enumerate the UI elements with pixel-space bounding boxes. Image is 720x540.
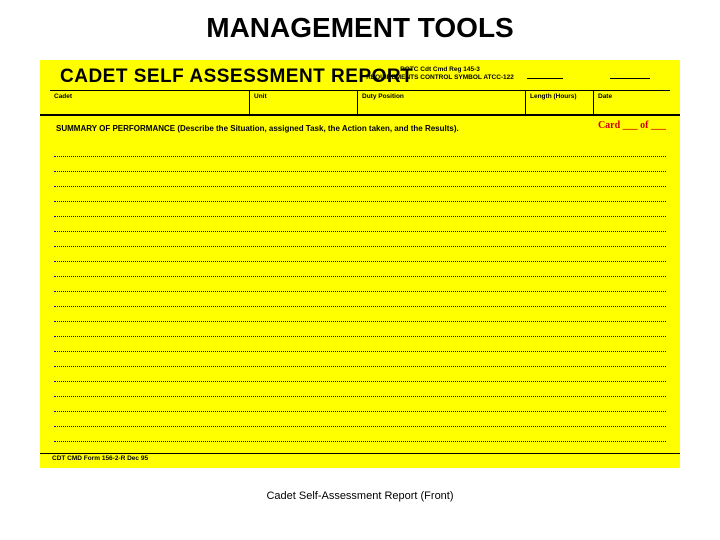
length-underline — [527, 78, 563, 79]
writing-line — [54, 427, 666, 442]
assessment-card: CADET SELF ASSESSMENT REPORT ROTC Cdt Cm… — [40, 60, 680, 468]
field-length: Length (Hours) — [526, 91, 594, 114]
writing-line — [54, 397, 666, 412]
field-unit: Unit — [250, 91, 358, 114]
writing-line — [54, 352, 666, 367]
field-cadet: Cadet — [50, 91, 250, 114]
writing-line — [54, 217, 666, 232]
writing-line — [54, 247, 666, 262]
card-of-label: Card ___ of ___ — [598, 120, 666, 131]
writing-line — [54, 277, 666, 292]
caption: Cadet Self-Assessment Report (Front) — [0, 490, 720, 502]
writing-line — [54, 187, 666, 202]
writing-line — [54, 262, 666, 277]
reg-line-2: REQUIREMENTS CONTROL SYMBOL ATCC-122 — [360, 74, 520, 82]
writing-line — [54, 202, 666, 217]
divider-bottom — [40, 453, 680, 454]
field-duty: Duty Position — [358, 91, 526, 114]
writing-line — [54, 232, 666, 247]
form-footer: CDT CMD Form 156-2-R Dec 95 — [52, 455, 148, 462]
header-row: Cadet Unit Duty Position Length (Hours) … — [50, 90, 670, 114]
writing-line — [54, 412, 666, 427]
regulation-lines: ROTC Cdt Cmd Reg 145-3 REQUIREMENTS CONT… — [360, 66, 520, 83]
writing-line — [54, 307, 666, 322]
divider-top — [40, 114, 680, 116]
writing-line — [54, 172, 666, 187]
writing-lines — [54, 142, 666, 440]
writing-line — [54, 157, 666, 172]
page-title: MANAGEMENT TOOLS — [0, 0, 720, 44]
writing-line — [54, 382, 666, 397]
writing-line — [54, 322, 666, 337]
summary-label: SUMMARY OF PERFORMANCE (Describe the Sit… — [56, 124, 459, 133]
field-date: Date — [594, 91, 670, 114]
writing-line — [54, 142, 666, 157]
reg-line-1: ROTC Cdt Cmd Reg 145-3 — [360, 66, 520, 74]
writing-line — [54, 367, 666, 382]
date-underline — [610, 78, 650, 79]
writing-line — [54, 292, 666, 307]
writing-line — [54, 337, 666, 352]
